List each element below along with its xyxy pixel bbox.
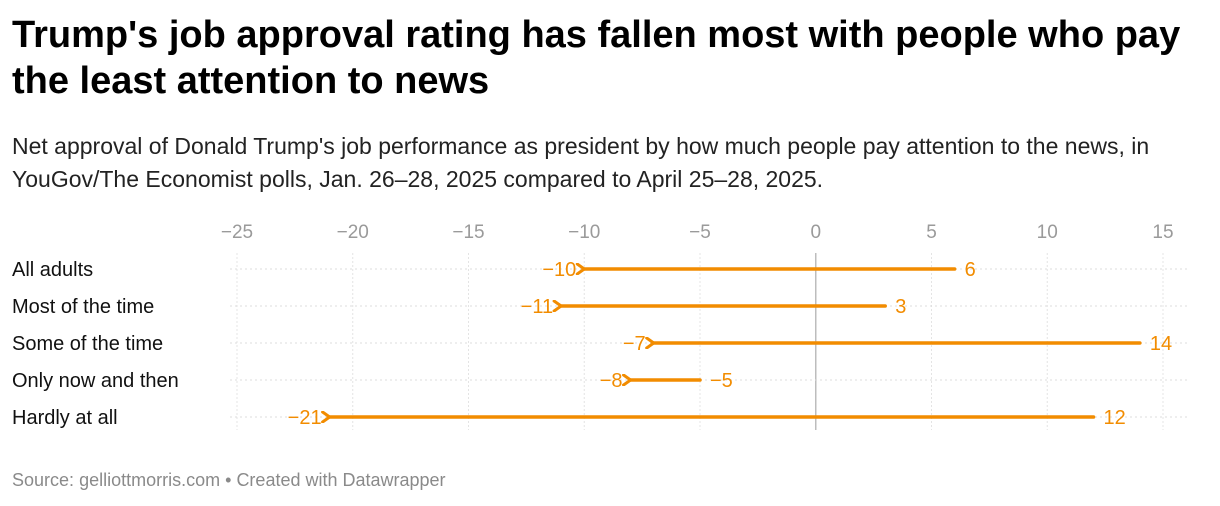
x-tick-label: −25	[221, 222, 253, 243]
source-link[interactable]: gelliottmorris.com	[79, 470, 221, 490]
x-tick-label: −20	[337, 222, 369, 243]
x-tick-label: 15	[1152, 222, 1173, 243]
category-label: Only now and then	[12, 370, 179, 392]
x-tick-label: 10	[1037, 222, 1058, 243]
start-value-label: −5	[710, 370, 733, 392]
end-value-label: −8	[600, 370, 623, 392]
x-tick-label: 5	[926, 222, 937, 243]
start-value-label: 12	[1104, 407, 1126, 429]
start-value-label: 14	[1150, 333, 1172, 355]
category-label: All adults	[12, 259, 93, 281]
x-tick-label: −10	[568, 222, 600, 243]
start-value-label: 3	[895, 296, 906, 318]
credit-text: Created with Datawrapper	[236, 470, 446, 490]
source-label: Source:	[12, 470, 75, 490]
category-label: Most of the time	[12, 296, 154, 318]
category-label: Hardly at all	[12, 407, 118, 429]
footer-separator: •	[225, 470, 232, 490]
end-value-label: −21	[288, 407, 322, 429]
x-tick-label: −5	[689, 222, 711, 243]
end-value-label: −10	[542, 259, 576, 281]
x-tick-label: 0	[810, 222, 821, 243]
chart-subtitle: Net approval of Donald Trump's job perfo…	[12, 133, 1150, 192]
source-footer: Source: gelliottmorris.com • Created wit…	[12, 470, 446, 491]
x-tick-label: −15	[452, 222, 484, 243]
category-label: Some of the time	[12, 333, 163, 355]
chart-title: Trump's job approval rating has fallen m…	[12, 14, 1181, 102]
start-value-label: 6	[965, 259, 976, 281]
end-value-label: −11	[521, 296, 553, 318]
end-value-label: −7	[623, 333, 646, 355]
